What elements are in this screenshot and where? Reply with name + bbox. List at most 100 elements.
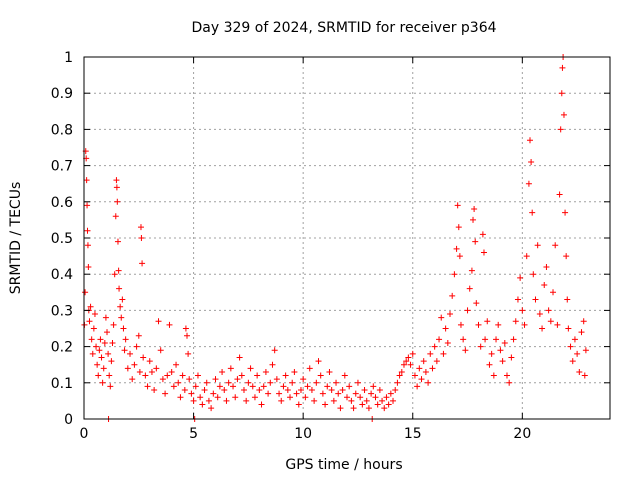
data-point bbox=[562, 209, 569, 216]
data-point bbox=[203, 379, 210, 386]
data-point bbox=[278, 397, 285, 404]
data-point bbox=[407, 361, 414, 368]
data-point bbox=[102, 314, 109, 321]
data-point bbox=[560, 111, 567, 118]
data-point bbox=[159, 376, 166, 383]
data-point bbox=[517, 274, 524, 281]
data-point bbox=[508, 354, 515, 361]
chart-title: Day 329 of 2024, SRMTID for receiver p36… bbox=[191, 20, 496, 36]
data-point bbox=[324, 383, 331, 390]
data-point bbox=[236, 354, 243, 361]
data-point bbox=[120, 325, 127, 332]
data-point bbox=[96, 347, 103, 354]
data-point bbox=[267, 379, 274, 386]
data-point bbox=[108, 358, 115, 365]
y-tick-label: 0.5 bbox=[51, 231, 73, 247]
data-point bbox=[444, 339, 451, 346]
data-point bbox=[184, 332, 191, 339]
data-point bbox=[313, 379, 320, 386]
data-point bbox=[97, 336, 104, 343]
y-tick-label: 0.7 bbox=[51, 159, 73, 175]
data-point bbox=[135, 332, 142, 339]
data-point bbox=[260, 383, 267, 390]
data-point bbox=[539, 325, 546, 332]
data-point bbox=[547, 318, 554, 325]
data-point bbox=[414, 383, 421, 390]
data-point bbox=[484, 318, 491, 325]
data-point bbox=[137, 224, 144, 231]
data-point bbox=[262, 368, 269, 375]
data-point bbox=[280, 383, 287, 390]
data-point bbox=[197, 394, 204, 401]
data-point bbox=[82, 289, 89, 296]
data-point bbox=[100, 365, 107, 372]
data-point bbox=[186, 376, 193, 383]
data-point bbox=[113, 184, 120, 191]
y-tick-label: 0.8 bbox=[51, 122, 73, 138]
data-point bbox=[396, 372, 403, 379]
data-point bbox=[107, 383, 114, 390]
data-point bbox=[447, 311, 454, 318]
data-point bbox=[451, 271, 458, 278]
data-point bbox=[185, 350, 192, 357]
data-point bbox=[350, 405, 357, 412]
data-point bbox=[552, 242, 559, 249]
data-point bbox=[541, 282, 548, 289]
data-point bbox=[456, 253, 463, 260]
data-point bbox=[390, 397, 397, 404]
data-point bbox=[88, 336, 95, 343]
data-point bbox=[365, 405, 372, 412]
data-point bbox=[221, 387, 228, 394]
data-point bbox=[136, 368, 143, 375]
data-point bbox=[240, 387, 247, 394]
data-point bbox=[162, 390, 169, 397]
data-point bbox=[416, 365, 423, 372]
data-point bbox=[192, 383, 199, 390]
data-point bbox=[418, 376, 425, 383]
data-point bbox=[470, 216, 477, 223]
data-point bbox=[578, 329, 585, 336]
data-point bbox=[479, 231, 486, 238]
data-point bbox=[569, 358, 576, 365]
data-point bbox=[121, 347, 128, 354]
data-point bbox=[194, 372, 201, 379]
data-point bbox=[574, 350, 581, 357]
data-point bbox=[151, 387, 158, 394]
y-tick-label: 0.2 bbox=[51, 340, 73, 356]
data-point bbox=[348, 397, 355, 404]
data-point bbox=[363, 397, 370, 404]
data-point bbox=[177, 394, 184, 401]
data-point bbox=[506, 379, 513, 386]
data-point bbox=[550, 289, 557, 296]
data-point bbox=[142, 372, 149, 379]
data-point bbox=[405, 354, 412, 361]
data-point bbox=[245, 379, 252, 386]
data-point bbox=[175, 379, 182, 386]
data-point bbox=[214, 394, 221, 401]
data-point bbox=[422, 368, 429, 375]
data-point bbox=[545, 307, 552, 314]
data-point bbox=[83, 177, 90, 184]
data-point bbox=[497, 347, 504, 354]
data-point bbox=[269, 361, 276, 368]
data-point bbox=[556, 191, 563, 198]
data-point bbox=[383, 394, 390, 401]
data-point bbox=[534, 242, 541, 249]
data-point bbox=[563, 253, 570, 260]
data-point bbox=[227, 365, 234, 372]
data-point bbox=[567, 343, 574, 350]
y-tick-label: 0.6 bbox=[51, 195, 73, 211]
data-point bbox=[427, 350, 434, 357]
data-point bbox=[543, 263, 550, 270]
data-point bbox=[460, 336, 467, 343]
data-point bbox=[420, 358, 427, 365]
data-point bbox=[284, 387, 291, 394]
data-point bbox=[425, 379, 432, 386]
data-point bbox=[529, 209, 536, 216]
data-point bbox=[210, 390, 217, 397]
data-point bbox=[440, 350, 447, 357]
data-point bbox=[319, 390, 326, 397]
data-point bbox=[93, 343, 100, 350]
data-point bbox=[94, 361, 101, 368]
data-point bbox=[111, 271, 118, 278]
